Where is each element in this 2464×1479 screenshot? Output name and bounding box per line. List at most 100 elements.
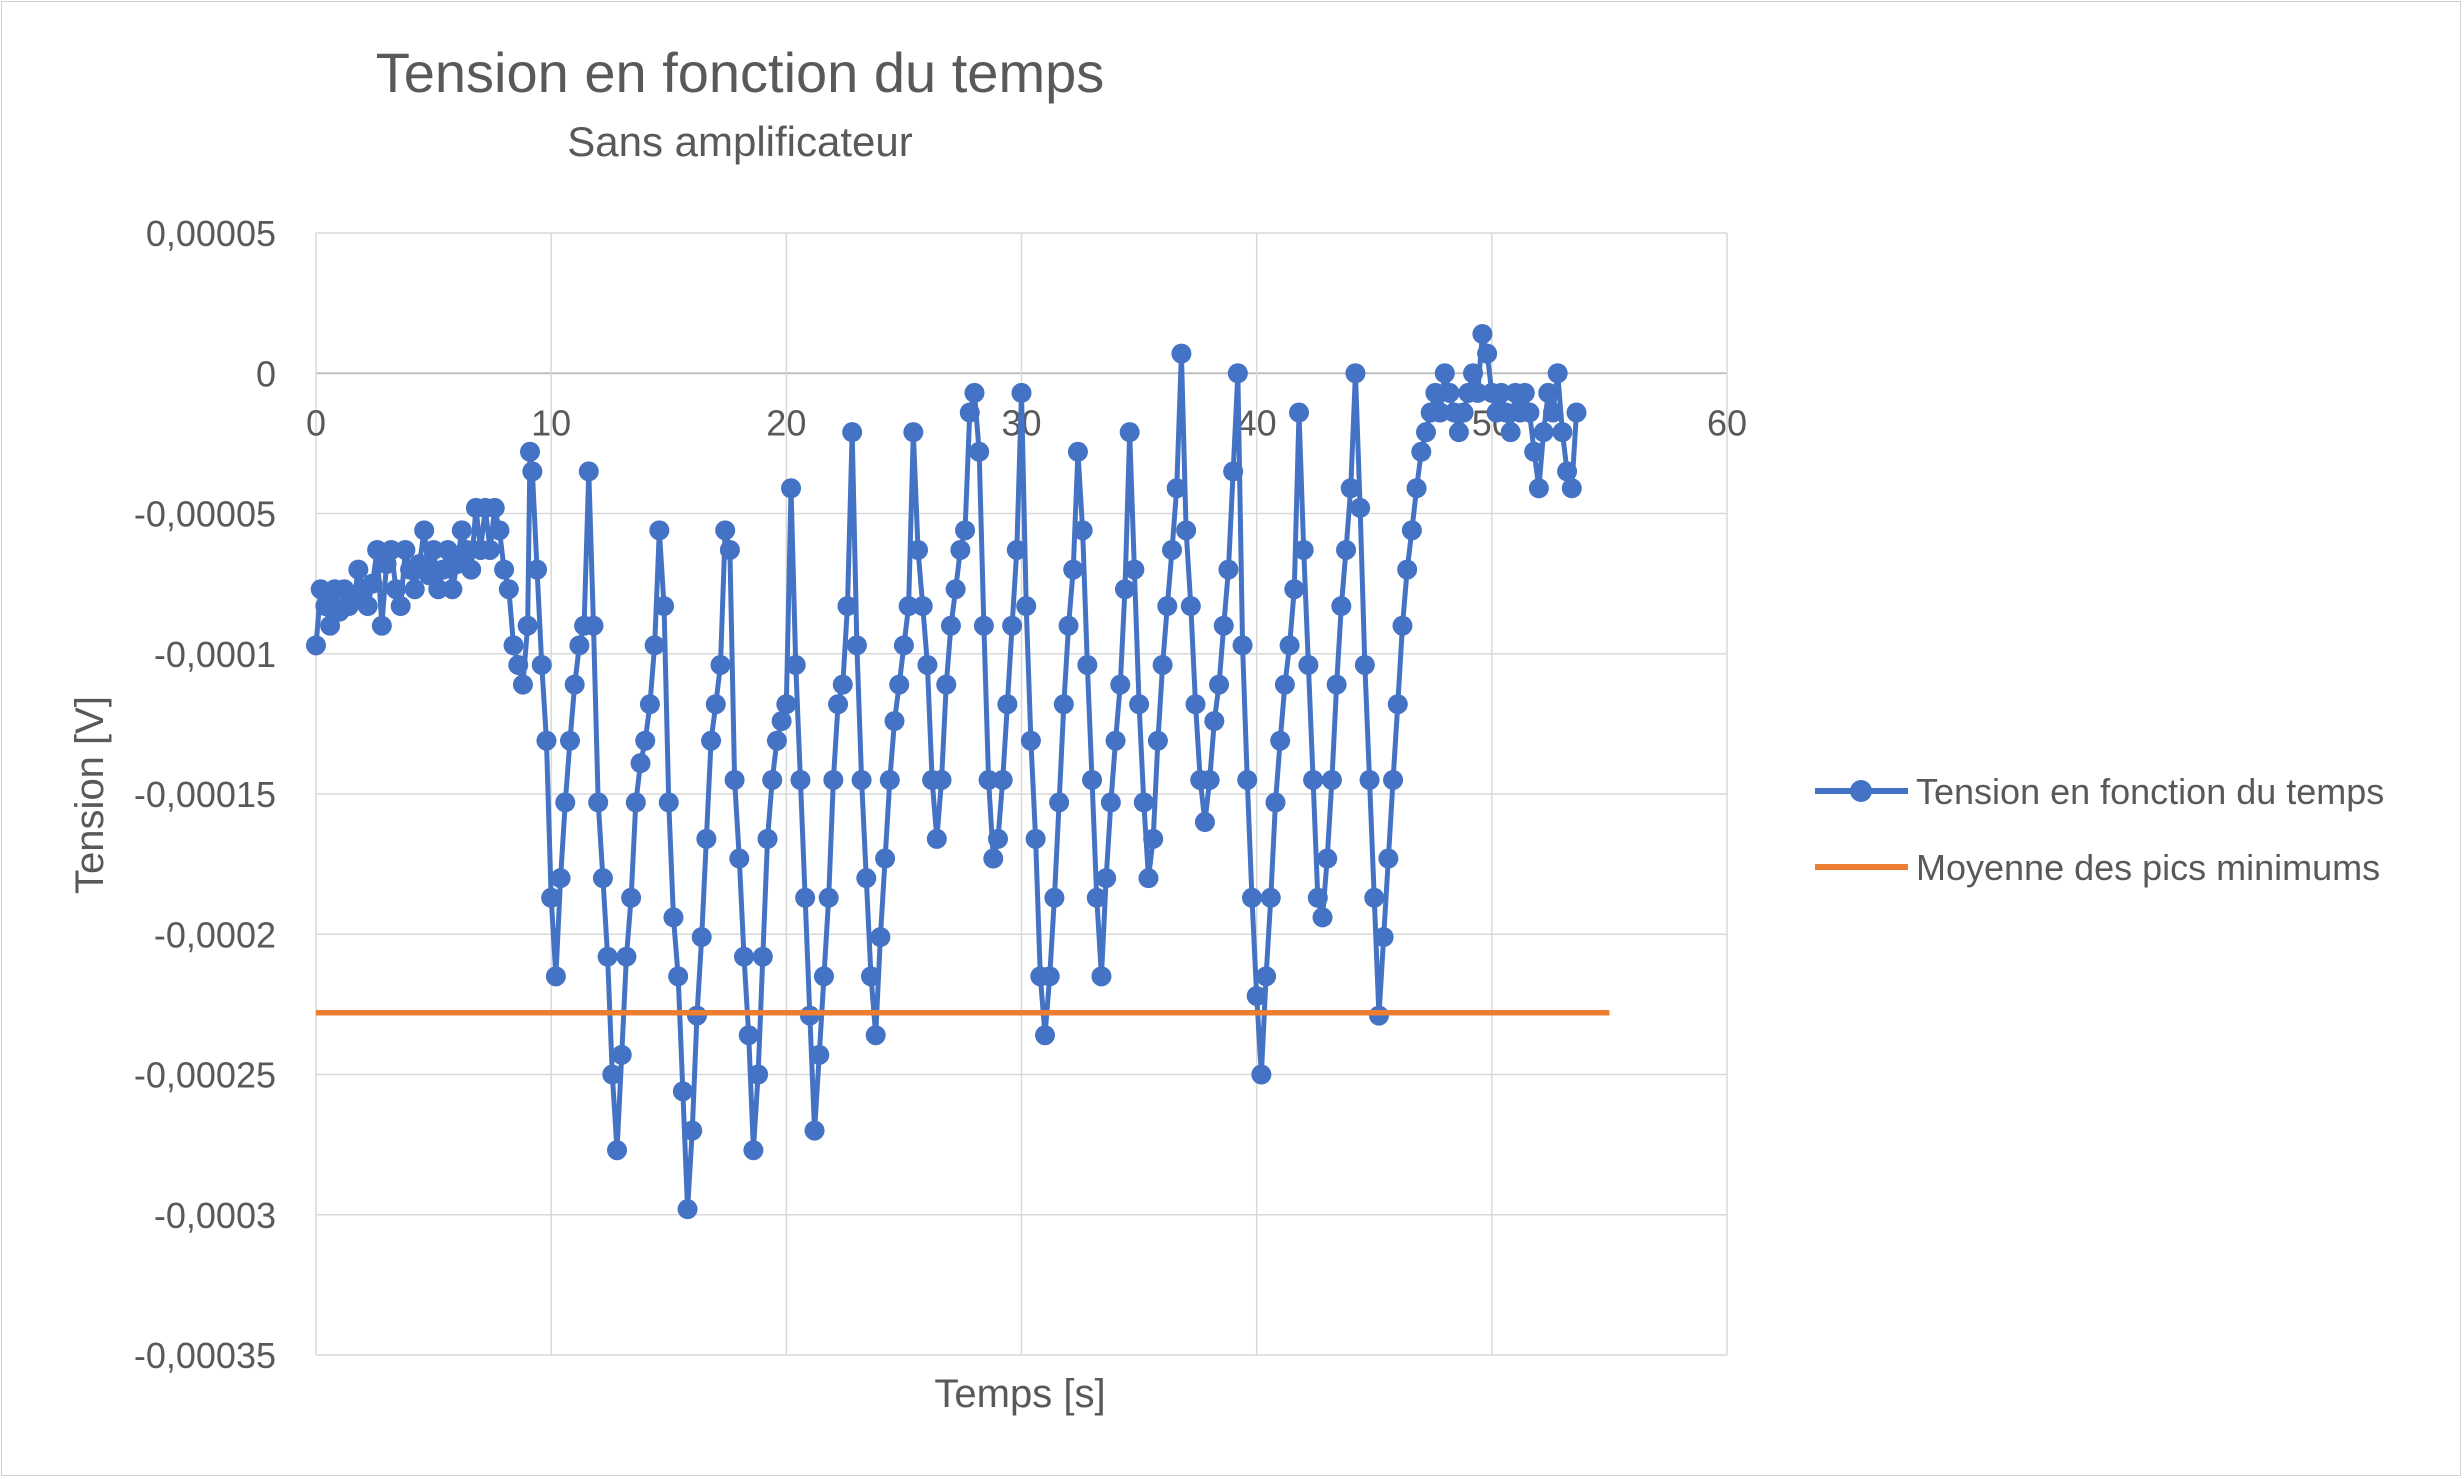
data-point [578, 461, 599, 482]
data-point [668, 966, 689, 987]
data-point [1566, 402, 1587, 423]
data-point [790, 769, 811, 790]
legend-label: Tension en fonction du temps [1916, 771, 2384, 812]
data-point [512, 674, 533, 695]
data-point [1528, 478, 1549, 499]
data-point [804, 1120, 825, 1141]
data-point [456, 539, 477, 560]
data-point [1317, 848, 1338, 869]
data-point [320, 615, 341, 636]
data-point [1467, 382, 1488, 403]
data-point [1373, 927, 1394, 948]
data-point [818, 887, 839, 908]
data-point [940, 615, 961, 636]
plot-series [306, 323, 1610, 1220]
data-point [498, 579, 519, 600]
data-point [959, 402, 980, 423]
data-point [1524, 441, 1545, 462]
data-point [367, 539, 388, 560]
data-point [635, 730, 656, 751]
data-point [931, 769, 952, 790]
data-point [771, 711, 792, 732]
data-point [1251, 1064, 1272, 1085]
data-point [658, 792, 679, 813]
data-point [1336, 539, 1357, 560]
data-point [588, 792, 609, 813]
data-point [1058, 615, 1079, 636]
data-point [649, 520, 670, 541]
data-point [1495, 402, 1516, 423]
data-point [1180, 596, 1201, 617]
x-axis-ticks: 0 10 20 30 40 50 60 [306, 402, 1747, 443]
data-point [1561, 478, 1582, 499]
data-point [1288, 402, 1309, 423]
data-point [1538, 382, 1559, 403]
data-point [555, 792, 576, 813]
data-point [1011, 382, 1032, 403]
data-point [1049, 792, 1070, 813]
data-point [583, 615, 604, 636]
data-point [517, 615, 538, 636]
data-point [423, 539, 444, 560]
data-point [428, 579, 449, 600]
data-point [776, 694, 797, 715]
data-point [559, 730, 580, 751]
data-point [625, 792, 646, 813]
data-point [654, 596, 675, 617]
data-point [1025, 828, 1046, 849]
y-tick-label: -0,00025 [134, 1055, 276, 1096]
data-point [494, 559, 515, 580]
data-point [1491, 382, 1512, 403]
data-point [1448, 422, 1469, 443]
data-point [1162, 539, 1183, 560]
data-point [1152, 654, 1173, 675]
data-point [1453, 402, 1474, 423]
data-point [1378, 848, 1399, 869]
data-point [1265, 792, 1286, 813]
data-point [682, 1120, 703, 1141]
data-point [644, 635, 665, 656]
x-tick-label: 60 [1707, 402, 1747, 443]
data-point [348, 559, 369, 580]
data-point [1227, 363, 1248, 384]
data-point [1284, 579, 1305, 600]
data-point [1415, 422, 1436, 443]
y-tick-label: -0,0003 [154, 1195, 276, 1236]
data-point [856, 868, 877, 889]
data-point [1218, 559, 1239, 580]
data-point [997, 694, 1018, 715]
data-point [969, 441, 990, 462]
data-point [860, 966, 881, 987]
data-point [677, 1199, 698, 1220]
data-point [1472, 323, 1493, 344]
data-point [992, 769, 1013, 790]
data-point [1016, 596, 1037, 617]
data-point [879, 769, 900, 790]
x-tick-label: 40 [1237, 402, 1277, 443]
data-point [889, 674, 910, 695]
data-point [823, 769, 844, 790]
data-point [1114, 579, 1135, 600]
y-tick-label: -0,00015 [134, 774, 276, 815]
data-point [1067, 441, 1088, 462]
data-point [527, 559, 548, 580]
data-point [719, 539, 740, 560]
data-point [1006, 539, 1027, 560]
data-point [564, 674, 585, 695]
data-point [762, 769, 783, 790]
data-point [616, 946, 637, 967]
data-point [1279, 635, 1300, 656]
data-point [1077, 654, 1098, 675]
data-point [1237, 769, 1258, 790]
data-point [724, 769, 745, 790]
data-point [371, 615, 392, 636]
data-point [536, 730, 557, 751]
data-point [621, 887, 642, 908]
data-point [1354, 654, 1375, 675]
data-point [1096, 868, 1117, 889]
data-point [1213, 615, 1234, 636]
data-point [729, 848, 750, 869]
y-tick-label: -0,0001 [154, 634, 276, 675]
